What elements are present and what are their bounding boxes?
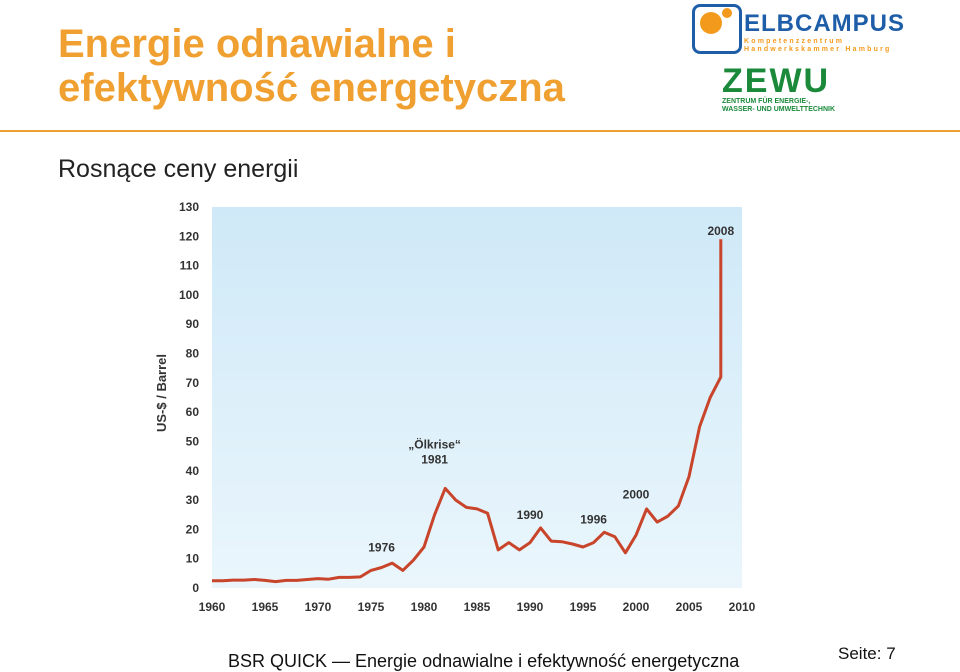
x-tick-label: 1985 bbox=[464, 600, 491, 614]
x-tick-label: 1970 bbox=[305, 600, 332, 614]
annotation-label: 1996 bbox=[580, 513, 607, 527]
zewu-subline-1: ZENTRUM FÜR ENERGIE-, bbox=[722, 98, 811, 105]
annotation-year: 1981 bbox=[421, 453, 448, 467]
x-axis-ticks: 1960 1965 1970 1975 1980 1985 1990 1995 2000 2005… bbox=[199, 600, 756, 614]
footer-text: BSR QUICK — Energie odnawialne i efektyw… bbox=[228, 651, 740, 671]
y-tick-label: 110 bbox=[180, 259, 200, 273]
annotation-label: 1990 bbox=[517, 508, 544, 522]
series-line bbox=[212, 239, 723, 584]
zewu-name: ZEWU bbox=[722, 62, 831, 100]
x-tick-label: 1980 bbox=[411, 600, 438, 614]
y-tick-label: 50 bbox=[186, 434, 200, 448]
y-tick-label: 40 bbox=[186, 464, 200, 478]
slide-subtitle: Rosnące ceny energii bbox=[58, 155, 299, 183]
y-tick-label: 100 bbox=[179, 288, 199, 302]
x-tick-label: 2010 bbox=[729, 600, 756, 614]
annotation-label: 2008 bbox=[707, 224, 734, 238]
y-tick-label: 70 bbox=[186, 376, 200, 390]
elbcampus-small-dot-icon bbox=[722, 8, 732, 18]
elbcampus-name: ELBCAMPUS bbox=[744, 10, 906, 37]
elbcampus-mark-icon bbox=[692, 4, 742, 54]
x-tick-label: 2005 bbox=[676, 600, 703, 614]
y-axis-label: US-$ / Barrel bbox=[154, 354, 169, 432]
x-tick-label: 1960 bbox=[199, 600, 226, 614]
y-tick-label: 30 bbox=[186, 493, 200, 507]
oil-price-chart: 0 10 20 30 40 50 60 70 80 90 100 110 120 130 1960 1965… bbox=[154, 200, 756, 614]
plot-background bbox=[212, 207, 742, 588]
x-tick-label: 1990 bbox=[517, 600, 544, 614]
elbcampus-logo: ELBCAMPUS Kompetenzzentrum Handwerkskamm… bbox=[692, 4, 932, 56]
elbcampus-dot-icon bbox=[700, 12, 722, 34]
y-tick-label: 60 bbox=[186, 405, 200, 419]
elbcampus-subline: Kompetenzzentrum Handwerkskammer Hamburg bbox=[744, 38, 891, 54]
x-tick-label: 1965 bbox=[252, 600, 279, 614]
x-tick-label: 2000 bbox=[623, 600, 650, 614]
zewu-subline: ZENTRUM FÜR ENERGIE-, WASSER- UND UMWELT… bbox=[722, 98, 862, 114]
y-tick-label: 90 bbox=[186, 317, 200, 331]
y-tick-label: 0 bbox=[192, 581, 199, 595]
elbcampus-subline-2: Handwerkskammer Hamburg bbox=[744, 46, 892, 53]
zewu-subline-2: WASSER- UND UMWELTTECHNIK bbox=[722, 106, 836, 113]
slide-title: Energie odnawialne i efektywność energet… bbox=[58, 22, 565, 110]
y-tick-label: 80 bbox=[186, 347, 200, 361]
elbcampus-subline-1: Kompetenzzentrum bbox=[744, 38, 845, 45]
annotation-label: „Ölkrise“ bbox=[408, 437, 461, 452]
y-tick-label: 130 bbox=[179, 200, 199, 214]
y-tick-label: 10 bbox=[186, 552, 200, 566]
x-tick-label: 1995 bbox=[570, 600, 597, 614]
header-divider bbox=[0, 130, 960, 132]
zewu-logo: ZEWU ZENTRUM FÜR ENERGIE-, WASSER- UND U… bbox=[722, 64, 862, 120]
y-tick-label: 120 bbox=[179, 229, 199, 243]
y-tick-label: 20 bbox=[186, 522, 200, 536]
y-axis-ticks: 0 10 20 30 40 50 60 70 80 90 100 110 120 130 bbox=[179, 200, 199, 595]
page-number: Seite: 7 bbox=[838, 644, 896, 663]
annotation-label: 2000 bbox=[623, 488, 650, 502]
annotations: 1976 „Ölkrise“1981 1990 1996 2000 2008 bbox=[368, 224, 734, 555]
annotation-label: 1976 bbox=[368, 540, 395, 554]
x-tick-label: 1975 bbox=[358, 600, 385, 614]
